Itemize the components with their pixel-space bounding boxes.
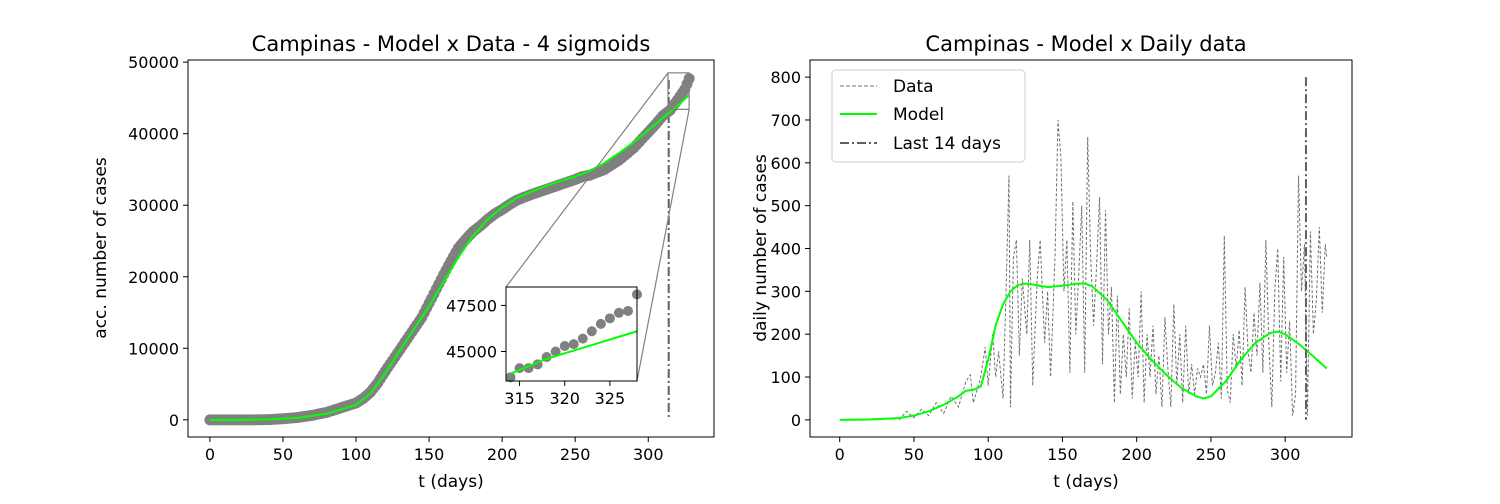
inset-data-point <box>586 326 597 337</box>
daily-xtick-label: 250 <box>1196 445 1227 464</box>
inset-frame <box>505 286 638 382</box>
cumulative-chart-title: Campinas - Model x Data - 4 sigmoids <box>252 32 651 56</box>
model-line <box>209 94 690 421</box>
inset-data-point <box>559 340 570 351</box>
inset-xtick-label: 320 <box>549 389 580 408</box>
daily-ytick-label: 400 <box>770 240 801 259</box>
cumulative-xtick-label: 100 <box>341 445 372 464</box>
daily-xtick-label: 150 <box>1047 445 1078 464</box>
cumulative-ytick-label: 10000 <box>128 339 179 358</box>
inset-ytick-label: 47500 <box>446 296 497 315</box>
cumulative-ytick-label: 0 <box>169 411 179 430</box>
legend-data-label: Data <box>893 77 934 97</box>
daily-chart-ylabel: daily number of cases <box>751 154 771 342</box>
cumulative-chart-xlabel: t (days) <box>418 472 483 492</box>
cumulative-chart-ylabel: acc. number of cases <box>91 157 111 339</box>
cumulative-xtick-label: 0 <box>205 445 215 464</box>
inset-xtick-label: 315 <box>504 389 535 408</box>
daily-ytick-label: 200 <box>770 325 801 344</box>
inset-model-line <box>510 330 638 375</box>
daily-ytick-label: 500 <box>770 197 801 216</box>
daily-xtick-label: 50 <box>904 445 924 464</box>
cumulative-ytick-label: 20000 <box>128 268 179 287</box>
cumulative-xtick-label: 200 <box>487 445 518 464</box>
daily-ytick-label: 300 <box>770 282 801 301</box>
daily-chart-xlabel: t (days) <box>1053 472 1118 492</box>
cumulative-xtick-label: 250 <box>560 445 591 464</box>
inset-data-point <box>613 307 624 318</box>
daily-ytick-label: 0 <box>791 411 801 430</box>
zoom-region-box <box>667 72 690 110</box>
inset-data-point <box>577 333 588 344</box>
inset-data-point <box>550 346 561 357</box>
daily-xtick-label: 300 <box>1270 445 1301 464</box>
daily-xtick-label: 100 <box>973 445 1004 464</box>
cumulative-ytick-label: 50000 <box>128 53 179 72</box>
zoom-connector <box>636 109 690 382</box>
cumulative-plot-area <box>204 73 695 426</box>
cumulative-ytick-label: 30000 <box>128 196 179 215</box>
inset-ytick-label: 45000 <box>446 343 497 362</box>
daily-ytick-label: 100 <box>770 368 801 387</box>
daily-data-line <box>898 119 1328 421</box>
cumulative-ytick-label: 40000 <box>128 125 179 144</box>
inset-data-point <box>595 318 606 329</box>
daily-xtick-label: 0 <box>835 445 845 464</box>
daily-chart: Campinas - Model x Daily data t (days) d… <box>751 32 1353 492</box>
zoom-connector <box>505 72 669 288</box>
inset-data-point <box>505 372 516 383</box>
cumulative-xtick-label: 300 <box>633 445 664 464</box>
inset-data-point <box>622 305 633 316</box>
zoom-inset: 315 320 325 45000 47500 <box>446 72 690 408</box>
legend-frame <box>831 69 1026 163</box>
inset-data-point <box>568 339 579 350</box>
daily-model-line <box>839 282 1328 421</box>
cumulative-xtick-label: 150 <box>414 445 445 464</box>
legend-model-label: Model <box>893 105 944 125</box>
daily-plot-area <box>839 77 1328 421</box>
daily-ytick-label: 700 <box>770 111 801 130</box>
cumulative-axes: 0 50 100 150 200 250 300 0 10000 20000 30000 40000 5… <box>128 53 715 464</box>
daily-ytick-label: 800 <box>770 68 801 87</box>
daily-ytick-label: 600 <box>770 154 801 173</box>
cumulative-xtick-label: 50 <box>273 445 293 464</box>
daily-chart-title: Campinas - Model x Daily data <box>925 32 1246 56</box>
inset-data-point <box>604 313 615 324</box>
legend-last14-label: Last 14 days <box>893 134 1001 154</box>
daily-xtick-label: 200 <box>1121 445 1152 464</box>
inset-xtick-label: 325 <box>595 389 626 408</box>
cumulative-frame <box>187 59 715 438</box>
daily-axes: 0 50 100 150 200 250 300 0 100 200 300 400 500 600 700… <box>770 59 1353 464</box>
cumulative-chart: Campinas - Model x Data - 4 sigmoids t (… <box>91 32 715 492</box>
legend: Data Model Last 14 days <box>831 69 1026 163</box>
